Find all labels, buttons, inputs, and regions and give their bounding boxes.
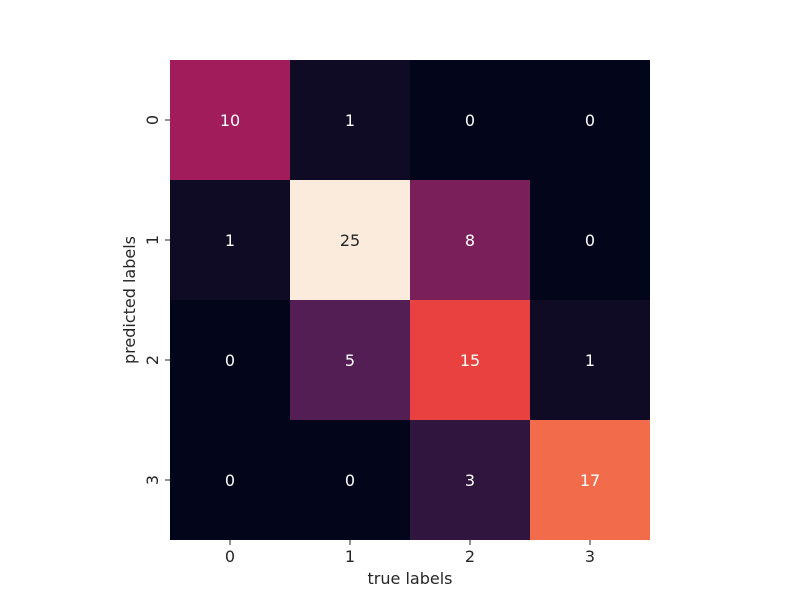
heatmap-cell-2-3 [530, 300, 650, 420]
x-tick-label-0: 0 [225, 547, 235, 566]
cell-annotation-0-2: 0 [465, 111, 475, 130]
heatmap-cell-2-1 [290, 300, 410, 420]
cell-annotation-2-1: 5 [345, 351, 355, 370]
x-tick-label-3: 3 [585, 547, 595, 566]
cell-annotation-0-3: 0 [585, 111, 595, 130]
cell-annotation-2-0: 0 [225, 351, 235, 370]
y-tick-label-0: 0 [143, 115, 162, 125]
cell-annotation-1-0: 1 [225, 231, 235, 250]
y-axis-ticks: 0 1 2 3 [143, 115, 170, 485]
cell-annotation-3-2: 3 [465, 471, 475, 490]
heatmap-cell-3-0 [170, 420, 290, 540]
heatmap-cell-3-2 [410, 420, 530, 540]
heatmap-cell-2-0 [170, 300, 290, 420]
heatmap-cells [170, 60, 650, 540]
heatmap-cell-1-1 [290, 180, 410, 300]
cell-annotation-2-3: 1 [585, 351, 595, 370]
cell-annotation-1-3: 0 [585, 231, 595, 250]
x-tick-label-1: 1 [345, 547, 355, 566]
heatmap-cell-0-2 [410, 60, 530, 180]
x-axis-label: true labels [368, 569, 453, 588]
y-axis-label: predicted labels [120, 236, 139, 364]
cell-annotation-2-2: 15 [460, 351, 480, 370]
cell-annotation-3-1: 0 [345, 471, 355, 490]
cell-annotation-3-0: 0 [225, 471, 235, 490]
heatmap-cell-1-3 [530, 180, 650, 300]
y-tick-label-3: 3 [143, 475, 162, 485]
heatmap-cell-3-1 [290, 420, 410, 540]
cell-annotation-1-2: 8 [465, 231, 475, 250]
cell-annotation-1-1: 25 [340, 231, 360, 250]
heatmap-cell-1-2 [410, 180, 530, 300]
heatmap-cell-3-3 [530, 420, 650, 540]
y-tick-label-1: 1 [143, 235, 162, 245]
heatmap-cell-1-0 [170, 180, 290, 300]
cell-annotation-0-1: 1 [345, 111, 355, 130]
cell-annotation-0-0: 10 [220, 111, 240, 130]
cell-annotations: 10 1 0 01 25 8 00 5 15 10 0 3 17 [220, 111, 600, 490]
x-tick-label-2: 2 [465, 547, 475, 566]
y-tick-label-2: 2 [143, 355, 162, 365]
cell-annotation-3-3: 17 [580, 471, 600, 490]
heatmap-cell-0-0 [170, 60, 290, 180]
heatmap-cell-2-2 [410, 300, 530, 420]
heatmap-cell-0-3 [530, 60, 650, 180]
heatmap-cell-0-1 [290, 60, 410, 180]
x-axis-ticks: 0 1 2 3 [225, 540, 595, 566]
